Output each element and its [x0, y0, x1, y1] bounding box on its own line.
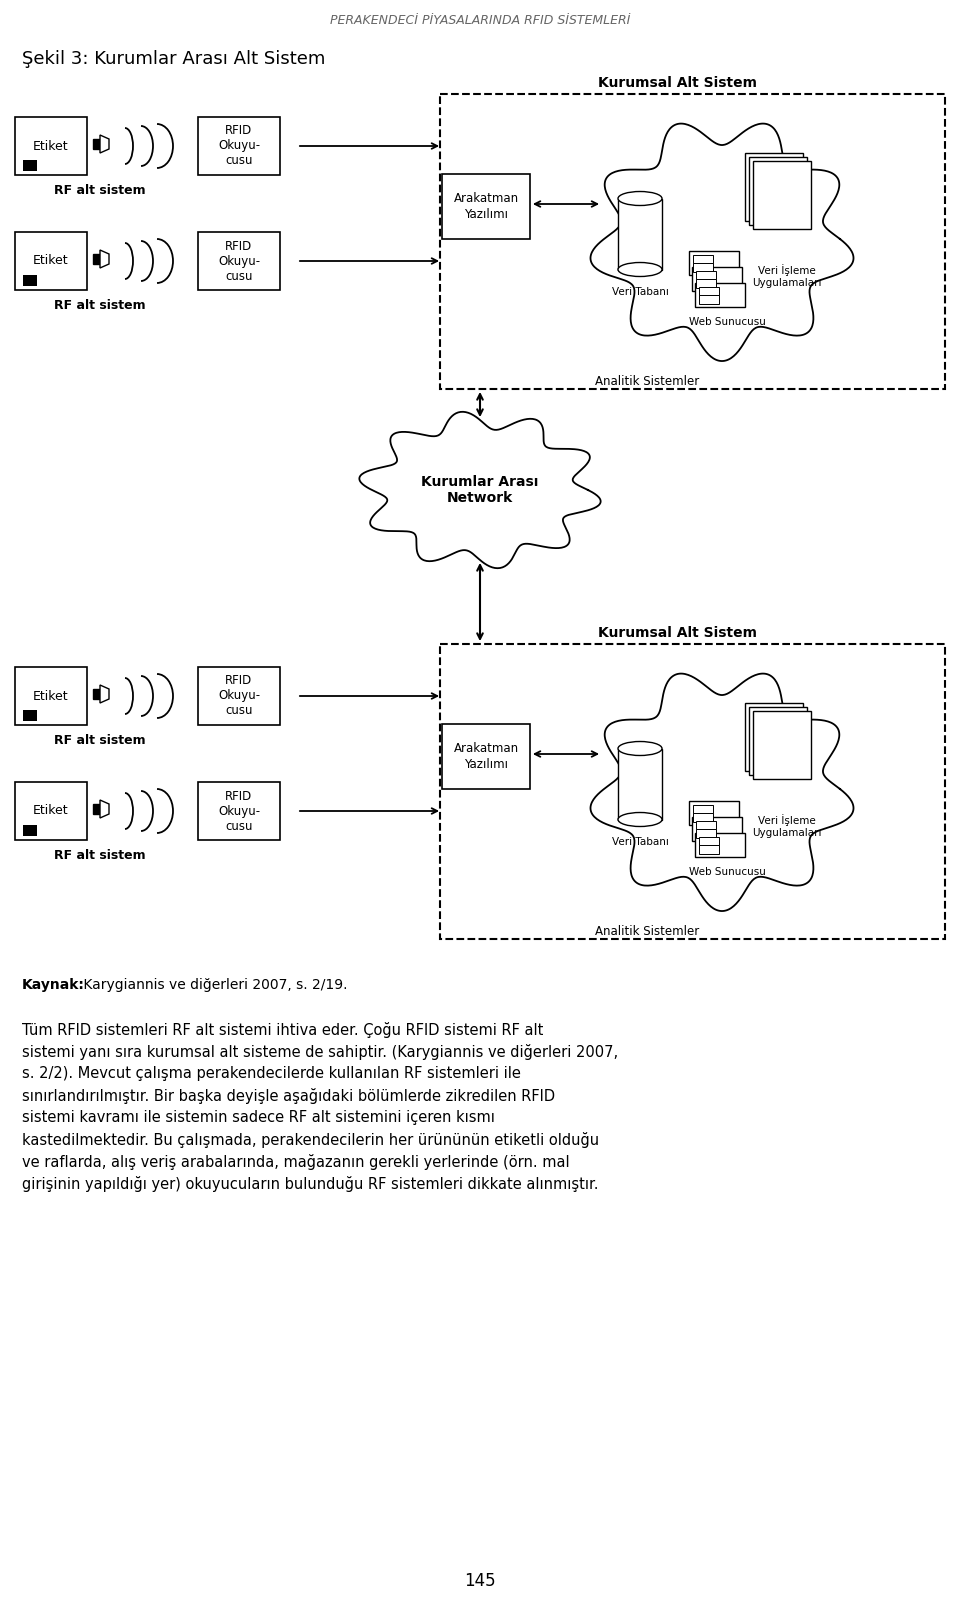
Bar — [93, 805, 100, 814]
Text: Arakatman
Yazılımı: Arakatman Yazılımı — [453, 192, 518, 221]
Bar — [696, 829, 716, 838]
Bar — [23, 160, 37, 172]
Polygon shape — [100, 135, 109, 152]
Polygon shape — [100, 250, 109, 268]
Bar — [692, 268, 742, 292]
Text: 145: 145 — [465, 1573, 495, 1590]
Text: RFID
Okuyu-
cusu: RFID Okuyu- cusu — [218, 790, 260, 832]
Text: sınırlandırılmıştır. Bir başka deyişle aşağıdaki bölümlerde zikredilen RFID: sınırlandırılmıştır. Bir başka deyişle a… — [22, 1088, 555, 1104]
Bar — [23, 276, 37, 285]
Bar — [689, 252, 739, 276]
Text: Etiket: Etiket — [34, 255, 69, 268]
Bar — [198, 117, 280, 175]
Bar — [93, 689, 100, 699]
Text: Karygiannis ve diğerleri 2007, s. 2/19.: Karygiannis ve diğerleri 2007, s. 2/19. — [79, 978, 348, 992]
Bar — [15, 117, 87, 175]
Text: PERAKENDECİ PİYASALARINDA RFID SİSTEMLERİ: PERAKENDECİ PİYASALARINDA RFID SİSTEMLER… — [330, 14, 630, 27]
Text: Arakatman
Yazılımı: Arakatman Yazılımı — [453, 742, 518, 771]
Bar — [689, 802, 739, 826]
Text: RFID
Okuyu-
cusu: RFID Okuyu- cusu — [218, 125, 260, 167]
Text: Veri İşleme
Uygulamaları: Veri İşleme Uygulamaları — [753, 264, 822, 287]
Text: Şekil 3: Kurumlar Arası Alt Sistem: Şekil 3: Kurumlar Arası Alt Sistem — [22, 50, 325, 67]
Text: Web Sunucusu: Web Sunucusu — [688, 317, 765, 327]
Bar — [93, 253, 100, 264]
Text: sistemi kavramı ile sistemin sadece RF alt sistemini içeren kısmı: sistemi kavramı ile sistemin sadece RF a… — [22, 1109, 494, 1125]
Bar — [699, 845, 719, 854]
Bar — [753, 160, 811, 229]
Text: Tüm RFID sistemleri RF alt sistemi ihtiva eder. Çoğu RFID sistemi RF alt: Tüm RFID sistemleri RF alt sistemi ihtiv… — [22, 1023, 543, 1039]
Text: Kurumsal Alt Sistem: Kurumsal Alt Sistem — [598, 75, 757, 90]
Bar — [693, 813, 713, 822]
Text: Analitik Sistemler: Analitik Sistemler — [595, 375, 699, 388]
Bar — [442, 175, 530, 239]
Bar — [15, 232, 87, 290]
Text: Veri Tabanı: Veri Tabanı — [612, 837, 668, 846]
Bar — [618, 199, 662, 269]
Text: Veri Tabanı: Veri Tabanı — [612, 287, 668, 297]
Text: Kurumsal Alt Sistem: Kurumsal Alt Sistem — [598, 627, 757, 640]
Text: RF alt sistem: RF alt sistem — [54, 850, 146, 862]
Bar — [695, 834, 745, 858]
Bar — [745, 152, 803, 221]
Bar — [696, 821, 716, 829]
Bar — [699, 295, 719, 305]
Bar — [749, 707, 807, 774]
Polygon shape — [100, 684, 109, 704]
Bar — [753, 712, 811, 779]
Polygon shape — [590, 673, 853, 911]
Ellipse shape — [618, 813, 662, 827]
Bar — [442, 725, 530, 789]
Text: Etiket: Etiket — [34, 139, 69, 152]
Polygon shape — [359, 412, 601, 567]
Bar — [693, 263, 713, 273]
Bar — [699, 287, 719, 295]
Bar — [693, 255, 713, 263]
Bar — [440, 95, 945, 390]
Text: Etiket: Etiket — [34, 805, 69, 818]
Text: girişinin yapıldığı yer) okuyucuların bulunduğu RF sistemleri dikkate alınmıştır: girişinin yapıldığı yer) okuyucuların bu… — [22, 1177, 598, 1193]
Bar — [618, 749, 662, 819]
Bar — [695, 284, 745, 308]
Text: RFID
Okuyu-
cusu: RFID Okuyu- cusu — [218, 675, 260, 718]
Text: kastedilmektedir. Bu çalışmada, perakendecilerin her ürününün etiketli olduğu: kastedilmektedir. Bu çalışmada, perakend… — [22, 1132, 599, 1148]
Bar — [198, 232, 280, 290]
Bar — [745, 704, 803, 771]
Bar — [696, 271, 716, 279]
Text: RF alt sistem: RF alt sistem — [54, 300, 146, 313]
Bar — [93, 139, 100, 149]
Text: RF alt sistem: RF alt sistem — [54, 184, 146, 197]
Text: Kurumlar Arası
Network: Kurumlar Arası Network — [421, 474, 539, 505]
Text: Etiket: Etiket — [34, 689, 69, 702]
Bar — [696, 279, 716, 289]
Bar — [693, 805, 713, 813]
Text: Web Sunucusu: Web Sunucusu — [688, 867, 765, 877]
Text: ve raflarda, alış veriş arabalarında, mağazanın gerekli yerlerinde (örn. mal: ve raflarda, alış veriş arabalarında, ma… — [22, 1154, 569, 1170]
Text: Veri İşleme
Uygulamaları: Veri İşleme Uygulamaları — [753, 814, 822, 837]
Bar — [15, 782, 87, 840]
Bar — [440, 644, 945, 939]
Ellipse shape — [618, 742, 662, 755]
Text: sistemi yanı sıra kurumsal alt sisteme de sahiptir. (Karygiannis ve diğerleri 20: sistemi yanı sıra kurumsal alt sisteme d… — [22, 1044, 618, 1060]
Bar — [15, 667, 87, 725]
Ellipse shape — [618, 191, 662, 205]
Text: RFID
Okuyu-
cusu: RFID Okuyu- cusu — [218, 239, 260, 282]
Text: Kaynak:: Kaynak: — [22, 978, 84, 992]
Text: s. 2/2). Mevcut çalışma perakendecilerde kullanılan RF sistemleri ile: s. 2/2). Mevcut çalışma perakendecilerde… — [22, 1066, 521, 1080]
Bar — [198, 667, 280, 725]
Bar — [23, 826, 37, 837]
Text: Analitik Sistemler: Analitik Sistemler — [595, 925, 699, 938]
Ellipse shape — [618, 263, 662, 276]
Bar — [692, 818, 742, 842]
Polygon shape — [590, 123, 853, 361]
Polygon shape — [100, 800, 109, 818]
Bar — [749, 157, 807, 224]
Bar — [699, 837, 719, 845]
Bar — [23, 710, 37, 721]
Bar — [198, 782, 280, 840]
Text: RF alt sistem: RF alt sistem — [54, 734, 146, 747]
